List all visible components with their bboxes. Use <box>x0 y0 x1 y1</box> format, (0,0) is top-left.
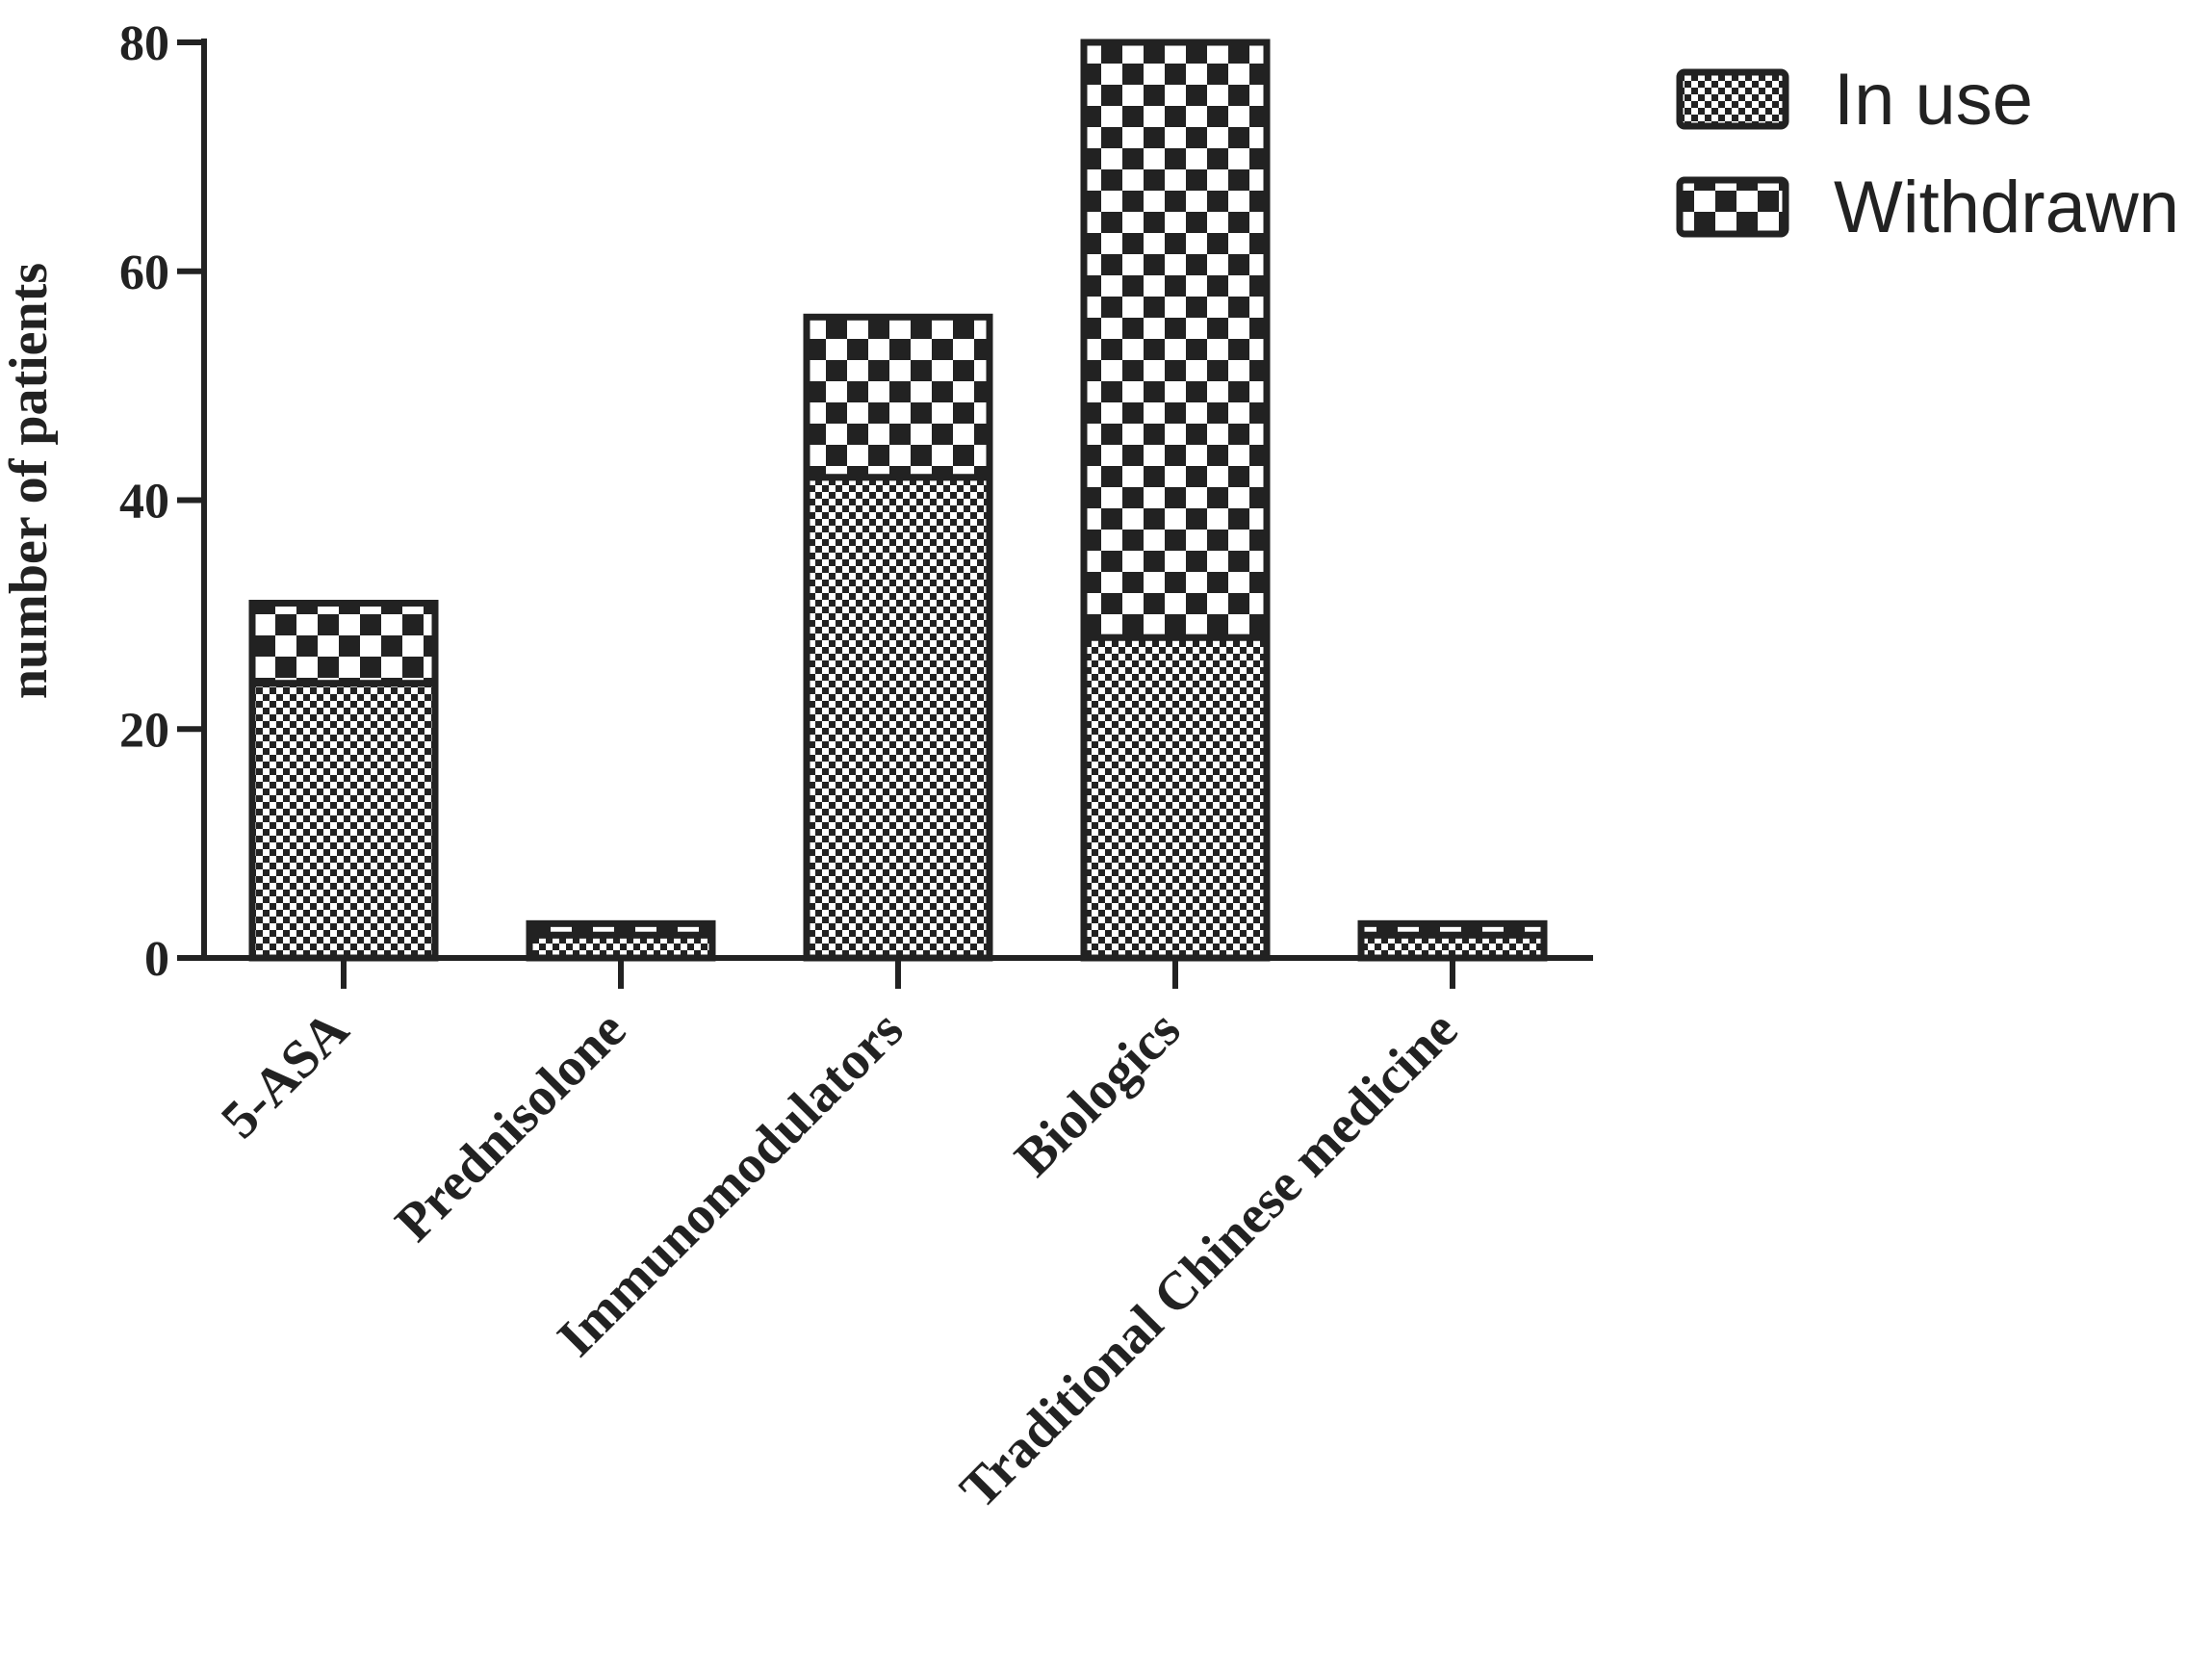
x-tick-label-5: Traditional Chinese medicine <box>949 999 1469 1519</box>
x-tick-label-4: Biologics <box>1004 999 1193 1188</box>
y-tick-label-3: 40 <box>119 475 169 530</box>
y-axis-label: number of patients <box>0 263 59 699</box>
y-tick-label-2: 20 <box>119 703 169 758</box>
y-tick-label-1: 0 <box>144 932 169 987</box>
legend-label-in-use: In use <box>1834 59 2033 141</box>
legend-swatch-withdrawn <box>1676 176 1789 238</box>
bar-in-use-3 <box>803 474 993 962</box>
legend-swatch-in-use <box>1676 68 1789 130</box>
y-tick-label-5: 80 <box>119 16 169 71</box>
bar-withdrawn-2 <box>526 919 716 939</box>
bar-in-use-5 <box>1357 931 1548 962</box>
bar-withdrawn-3 <box>803 313 993 481</box>
legend: In use Withdrawn <box>1676 59 2179 248</box>
y-tick-label-4: 60 <box>119 246 169 300</box>
x-tick-label-1: 5-ASA <box>210 999 360 1150</box>
bar-withdrawn-4 <box>1080 39 1271 641</box>
bar-in-use-4 <box>1080 634 1271 962</box>
bar-in-use-1 <box>248 680 439 962</box>
bar-withdrawn-5 <box>1357 919 1548 939</box>
bar-in-use-2 <box>526 931 716 962</box>
legend-label-withdrawn: Withdrawn <box>1834 167 2179 248</box>
bar-withdrawn-1 <box>248 599 439 687</box>
x-tick-label-2: Prednisolone <box>384 999 637 1253</box>
